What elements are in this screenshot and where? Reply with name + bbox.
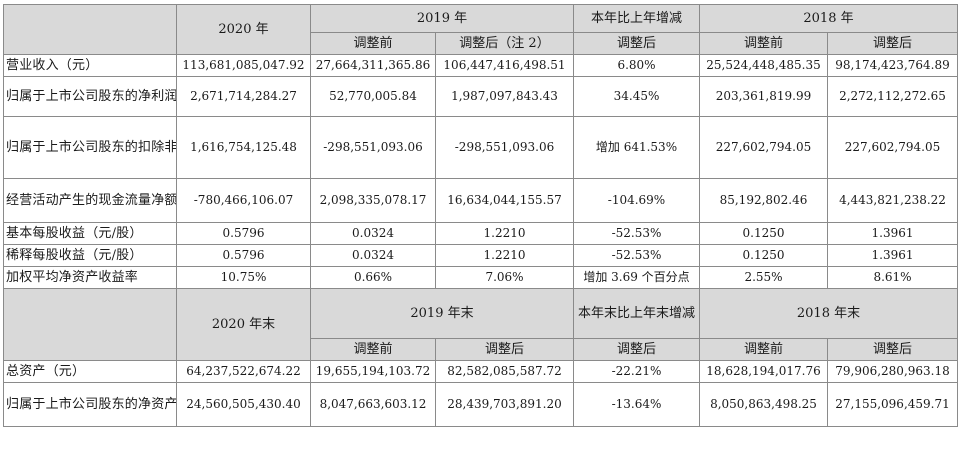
cell-2020: 0.5796 — [176, 244, 311, 267]
header-2019-before: 调整前 — [310, 338, 436, 361]
cell-change: -13.64% — [573, 382, 700, 427]
cell-2019-before: 27,664,311,365.86 — [310, 54, 436, 77]
table-row: 营业收入（元） 113,681,085,047.92 27,664,311,36… — [3, 54, 958, 77]
header-row-years: 2020 年 2019 年 本年比上年增减 2018 年 — [3, 4, 958, 55]
header-change-after: 调整后 — [573, 338, 700, 361]
cell-2019-before: 52,770,005.84 — [310, 76, 436, 117]
cell-2018-after: 227,602,794.05 — [827, 116, 958, 179]
table-row: 基本每股收益（元/股） 0.5796 0.0324 1.2210 -52.53%… — [3, 222, 958, 245]
header-change-end: 本年末比上年末增减 — [573, 288, 700, 339]
table-row: 稀释每股收益（元/股） 0.5796 0.0324 1.2210 -52.53%… — [3, 244, 958, 267]
cell-2018-before: 2.55% — [699, 266, 828, 289]
header-2019-after: 调整后 — [435, 338, 574, 361]
cell-2018-after: 1.3961 — [827, 222, 958, 245]
cell-2019-after: 28,439,703,891.20 — [435, 382, 574, 427]
header-2018: 2018 年 — [699, 4, 958, 33]
cell-2018-before: 25,524,448,485.35 — [699, 54, 828, 77]
cell-2020: -780,466,106.07 — [176, 178, 311, 223]
cell-2019-after: 106,447,416,498.51 — [435, 54, 574, 77]
cell-2018-before: 8,050,863,498.25 — [699, 382, 828, 427]
cell-2019-before: 8,047,663,603.12 — [310, 382, 436, 427]
cell-2019-after: 1,987,097,843.43 — [435, 76, 574, 117]
table-row: 加权平均净资产收益率 10.75% 0.66% 7.06% 增加 3.69 个百… — [3, 266, 958, 289]
cell-2020: 24,560,505,430.40 — [176, 382, 311, 427]
cell-2020: 0.5796 — [176, 222, 311, 245]
header-2018-before: 调整前 — [699, 32, 828, 55]
header-blank-cell — [3, 288, 177, 361]
header-2018-after: 调整后 — [827, 338, 958, 361]
cell-2019-before: 19,655,194,103.72 — [310, 360, 436, 383]
cell-change: 34.45% — [573, 76, 700, 117]
row-label: 基本每股收益（元/股） — [3, 222, 177, 245]
header-change-after: 调整后 — [573, 32, 700, 55]
cell-2018-before: 85,192,802.46 — [699, 178, 828, 223]
cell-change: -22.21% — [573, 360, 700, 383]
cell-2019-before: 0.66% — [310, 266, 436, 289]
cell-2019-before: 0.0324 — [310, 244, 436, 267]
row-label: 加权平均净资产收益率 — [3, 266, 177, 289]
financial-summary-table: 2020 年 2019 年 本年比上年增减 2018 年 调整前 调整后（注 2… — [3, 4, 958, 427]
cell-2018-before: 0.1250 — [699, 222, 828, 245]
header-row-year-end: 2020 年末 2019 年末 本年末比上年末增减 2018 年末 — [3, 288, 958, 361]
table-row: 归属于上市公司股东的净资产（元） 24,560,505,430.40 8,047… — [3, 382, 958, 427]
header-2020-end: 2020 年末 — [176, 288, 311, 361]
cell-change: -104.69% — [573, 178, 700, 223]
cell-2018-before: 203,361,819.99 — [699, 76, 828, 117]
table-row: 归属于上市公司股东的扣除非经常性损益的净利润（元） 1,616,754,125.… — [3, 116, 958, 179]
cell-2020: 64,237,522,674.22 — [176, 360, 311, 383]
cell-2019-after: 16,634,044,155.57 — [435, 178, 574, 223]
header-2019-after: 调整后（注 2） — [435, 32, 574, 55]
header-row-adjust: 调整前 调整后（注 2） 调整后 调整前 调整后 — [4, 32, 958, 55]
cell-change: 增加 641.53% — [573, 116, 700, 179]
cell-2018-after: 79,906,280,963.18 — [827, 360, 958, 383]
cell-2019-after: 1.2210 — [435, 244, 574, 267]
header-blank-cell — [3, 4, 177, 55]
cell-2019-before: 2,098,335,078.17 — [310, 178, 436, 223]
header-change: 本年比上年增减 — [573, 4, 700, 33]
cell-2020: 113,681,085,047.92 — [176, 54, 311, 77]
cell-2019-after: 82,582,085,587.72 — [435, 360, 574, 383]
cell-2018-after: 27,155,096,459.71 — [827, 382, 958, 427]
row-label: 归属于上市公司股东的净资产（元） — [3, 382, 177, 427]
header-2019: 2019 年 — [310, 4, 574, 33]
cell-2018-after: 1.3961 — [827, 244, 958, 267]
row-label: 总资产（元） — [3, 360, 177, 383]
cell-2018-before: 227,602,794.05 — [699, 116, 828, 179]
header-2018-before: 调整前 — [699, 338, 828, 361]
header-2018-after: 调整后 — [827, 32, 958, 55]
cell-2020: 1,616,754,125.48 — [176, 116, 311, 179]
row-label: 稀释每股收益（元/股） — [3, 244, 177, 267]
row-label: 归属于上市公司股东的净利润（元） — [3, 76, 177, 117]
row-label: 经营活动产生的现金流量净额（元）（注 1） — [3, 178, 177, 223]
header-2019-before: 调整前 — [310, 32, 436, 55]
cell-2019-before: 0.0324 — [310, 222, 436, 245]
cell-2018-after: 2,272,112,272.65 — [827, 76, 958, 117]
cell-2018-before: 18,628,194,017.76 — [699, 360, 828, 383]
header-2019-end: 2019 年末 — [310, 288, 574, 339]
cell-change: 6.80% — [573, 54, 700, 77]
cell-2018-after: 8.61% — [827, 266, 958, 289]
cell-change: 增加 3.69 个百分点 — [573, 266, 700, 289]
table-row: 经营活动产生的现金流量净额（元）（注 1） -780,466,106.07 2,… — [3, 178, 958, 223]
cell-change: -52.53% — [573, 222, 700, 245]
cell-2019-after: 1.2210 — [435, 222, 574, 245]
row-label: 归属于上市公司股东的扣除非经常性损益的净利润（元） — [3, 116, 177, 179]
cell-2019-after: -298,551,093.06 — [435, 116, 574, 179]
header-2018-end: 2018 年末 — [699, 288, 958, 339]
cell-2018-after: 98,174,423,764.89 — [827, 54, 958, 77]
cell-change: -52.53% — [573, 244, 700, 267]
cell-2018-after: 4,443,821,238.22 — [827, 178, 958, 223]
cell-2020: 10.75% — [176, 266, 311, 289]
cell-2019-before: -298,551,093.06 — [310, 116, 436, 179]
cell-2019-after: 7.06% — [435, 266, 574, 289]
table-row: 归属于上市公司股东的净利润（元） 2,671,714,284.27 52,770… — [3, 76, 958, 117]
cell-2018-before: 0.1250 — [699, 244, 828, 267]
cell-2020: 2,671,714,284.27 — [176, 76, 311, 117]
header-2020: 2020 年 — [176, 4, 311, 55]
table-row: 总资产（元） 64,237,522,674.22 19,655,194,103.… — [3, 360, 958, 383]
row-label: 营业收入（元） — [3, 54, 177, 77]
